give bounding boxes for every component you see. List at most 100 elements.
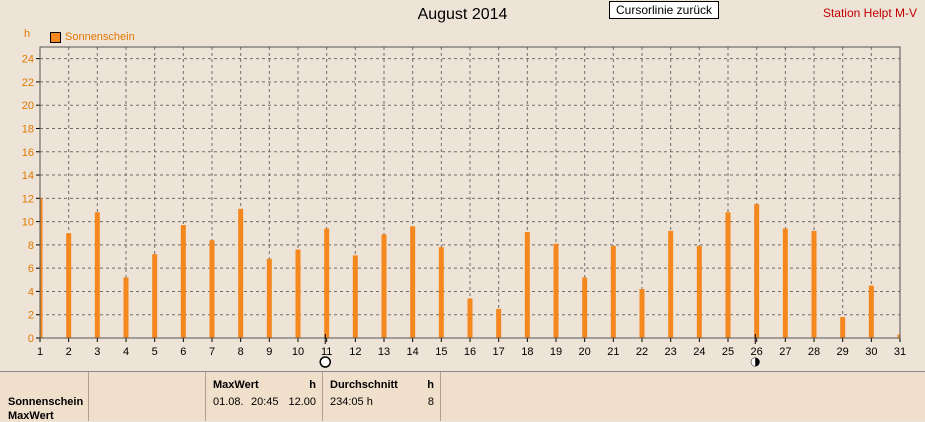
bar (840, 317, 846, 338)
cursor-reset-button[interactable]: Cursorlinie zurück (609, 1, 719, 19)
bar (811, 230, 817, 338)
bar (725, 212, 731, 338)
bar (438, 247, 444, 338)
bar (238, 208, 244, 338)
x-tick-label: 8 (238, 346, 244, 358)
bar (610, 246, 616, 338)
y-axis-unit: h (24, 28, 31, 40)
bar (180, 225, 186, 338)
summary-label-cell: Sonnenschein MaxWert (0, 372, 89, 422)
x-tick-label: 3 (94, 346, 100, 358)
x-tick-label: 20 (579, 346, 591, 358)
circle-open-icon (319, 356, 331, 368)
bar (209, 240, 215, 338)
avg-title: Durchschnitt (330, 379, 398, 391)
x-tick-label: 31 (894, 346, 906, 358)
x-tick-label: 21 (607, 346, 619, 358)
x-tick-label: 30 (865, 346, 877, 358)
y-tick-label: 16 (22, 147, 34, 159)
avg-value: 8 (427, 396, 434, 408)
bar (410, 226, 416, 338)
x-tick-label: 19 (550, 346, 562, 358)
avg-unit: h (427, 379, 434, 391)
bar (152, 254, 158, 338)
x-tick-label: 2 (66, 346, 72, 358)
x-tick-label: 15 (435, 346, 447, 358)
y-tick-label: 8 (28, 240, 34, 252)
x-tick-label: 29 (837, 346, 849, 358)
x-tick-label: 1 (37, 346, 43, 358)
y-tick-label: 20 (22, 100, 34, 112)
x-tick-label: 13 (378, 346, 390, 358)
summary-row-label: Sonnenschein (8, 396, 84, 408)
bar (40, 198, 43, 338)
bar (94, 212, 100, 338)
bar (782, 228, 788, 338)
max-unit: h (309, 379, 316, 391)
max-title: MaxWert (213, 379, 259, 391)
x-tick-label: 24 (693, 346, 705, 358)
max-time: 20:45 (251, 396, 279, 408)
summary-row-label-2: MaxWert (8, 410, 54, 422)
x-tick-label: 16 (464, 346, 476, 358)
y-tick-label: 18 (22, 123, 34, 135)
bar (754, 204, 760, 338)
x-tick-label: 9 (266, 346, 272, 358)
x-tick-label: 12 (349, 346, 361, 358)
x-tick-label: 17 (493, 346, 505, 358)
x-tick-label: 22 (636, 346, 648, 358)
y-tick-label: 14 (22, 170, 34, 182)
summary-panel: Sonnenschein MaxWert MaxWert h 01.08. 20… (0, 371, 925, 422)
bar (295, 249, 301, 338)
y-tick-label: 10 (22, 217, 34, 229)
bar (897, 334, 900, 338)
x-tick-label: 6 (180, 346, 186, 358)
summary-empty-cell (89, 372, 206, 421)
x-tick-label: 11 (321, 346, 332, 358)
avg-total: 234:05 h (330, 396, 373, 408)
bar (696, 246, 702, 338)
y-tick-label: 4 (28, 286, 34, 298)
y-tick-label: 0 (28, 333, 34, 345)
x-tick-label: 4 (123, 346, 129, 358)
bar (381, 234, 387, 338)
bar (352, 255, 358, 338)
bar (66, 233, 72, 338)
x-tick-label: 27 (779, 346, 791, 358)
y-tick-label: 24 (22, 54, 34, 66)
legend-label: Sonnenschein (65, 31, 135, 43)
x-tick-label: 23 (665, 346, 677, 358)
circle-half-fill (751, 358, 756, 366)
y-tick-label: 2 (28, 310, 34, 322)
y-tick-label: 12 (22, 193, 34, 205)
x-tick-label: 10 (292, 346, 304, 358)
x-tick-label: 5 (152, 346, 158, 358)
max-date: 01.08. (213, 396, 244, 408)
bar (553, 243, 559, 338)
bar (496, 308, 502, 338)
x-tick-label: 7 (209, 346, 215, 358)
summary-avg-cell: Durchschnitt h 234:05 h 8 (323, 372, 441, 421)
bar (582, 277, 588, 338)
bar (123, 277, 129, 338)
bar (467, 298, 473, 338)
bar (324, 228, 330, 338)
y-tick-label: 22 (22, 77, 34, 89)
summary-max-cell: MaxWert h 01.08. 20:45 12.00 (206, 372, 323, 421)
x-tick-label: 14 (407, 346, 419, 358)
bar (266, 258, 272, 338)
x-tick-label: 18 (521, 346, 533, 358)
y-tick-label: 6 (28, 263, 34, 275)
bar (668, 230, 674, 338)
bar (639, 289, 645, 338)
legend: Sonnenschein (50, 31, 135, 43)
bar (868, 285, 874, 338)
station-label: Station Helpt M-V (822, 6, 917, 20)
chart-title: August 2014 (417, 6, 508, 23)
x-tick-label: 26 (751, 346, 763, 358)
x-tick-label: 25 (722, 346, 734, 358)
max-value: 12.00 (288, 396, 316, 408)
plot-frame (39, 46, 901, 339)
x-tick-label: 28 (808, 346, 820, 358)
